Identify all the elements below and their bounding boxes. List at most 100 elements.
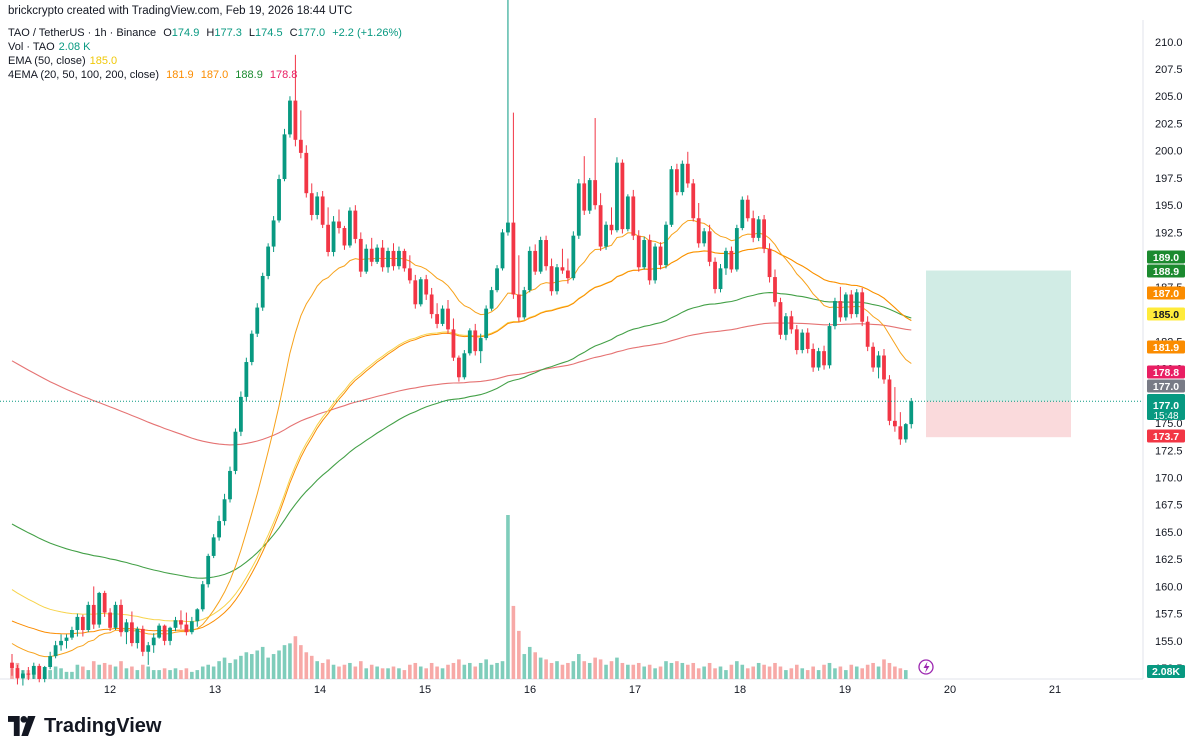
volume-bar bbox=[631, 664, 636, 679]
candle bbox=[255, 303, 260, 337]
candle bbox=[48, 651, 53, 670]
volume-bar bbox=[887, 662, 892, 679]
ema4-value-20: 181.9 bbox=[166, 69, 194, 81]
long-position-tool bbox=[926, 270, 1071, 438]
volume-bar bbox=[865, 664, 870, 679]
candle bbox=[500, 229, 505, 271]
candle bbox=[70, 626, 74, 640]
candle-body bbox=[800, 332, 805, 351]
candle bbox=[484, 305, 489, 341]
time-tick-label: 20 bbox=[944, 684, 956, 696]
volume-bar bbox=[484, 659, 488, 679]
candle bbox=[15, 664, 20, 685]
candle bbox=[544, 235, 548, 271]
candle bbox=[200, 580, 205, 612]
candle bbox=[898, 412, 903, 445]
volume-bar bbox=[141, 664, 145, 679]
volume-bar bbox=[893, 666, 897, 679]
volume-bar bbox=[756, 662, 761, 679]
time-tick-label: 14 bbox=[314, 684, 326, 696]
volume-bar bbox=[184, 668, 189, 679]
brand-name: TradingView bbox=[44, 714, 162, 737]
candle-body bbox=[21, 673, 25, 678]
candle bbox=[113, 601, 118, 630]
candle bbox=[358, 232, 363, 278]
candle-body bbox=[48, 656, 53, 668]
candle bbox=[413, 274, 418, 309]
volume-bar bbox=[211, 666, 216, 679]
candle-body bbox=[179, 620, 183, 625]
volume-bar bbox=[222, 657, 227, 679]
o-label: O bbox=[163, 27, 172, 39]
price-label-text: 189.0 bbox=[1153, 252, 1179, 264]
candle bbox=[266, 243, 271, 280]
price-label-bg bbox=[1147, 429, 1185, 443]
candle-body bbox=[462, 353, 467, 378]
volume-bar bbox=[609, 661, 614, 679]
volume-bar bbox=[282, 645, 287, 679]
candle-body bbox=[260, 275, 265, 308]
volume-bar bbox=[446, 664, 450, 679]
vol-value: 2.08 K bbox=[58, 41, 91, 53]
volume-bar bbox=[457, 659, 461, 679]
ema-value: 185.0 bbox=[89, 55, 118, 67]
price-axis-label: 188.9 bbox=[1147, 264, 1185, 278]
volume-legend[interactable]: Vol · TAO 2.08 K bbox=[8, 41, 94, 53]
candle bbox=[298, 110, 303, 159]
volume-bar bbox=[244, 652, 249, 679]
volume-bar bbox=[811, 666, 815, 679]
volume-bar bbox=[615, 657, 619, 679]
candle-body bbox=[625, 196, 630, 230]
candle-body bbox=[233, 431, 238, 471]
price-axis-label: 181.9 bbox=[1147, 340, 1185, 354]
symbol-title[interactable]: TAO / TetherUS · 1h · Binance bbox=[8, 27, 157, 39]
candle-body bbox=[898, 426, 903, 440]
volume-bar bbox=[522, 654, 527, 679]
candle bbox=[560, 248, 565, 274]
candle-body bbox=[217, 521, 221, 538]
candle bbox=[696, 202, 701, 248]
candle-body bbox=[756, 219, 761, 238]
volume-bar bbox=[506, 515, 510, 679]
attribution: brickcrypto created with TradingView.com… bbox=[8, 5, 353, 17]
candle-body bbox=[794, 329, 799, 351]
candle bbox=[893, 387, 897, 432]
volume-bar bbox=[70, 671, 74, 679]
volume-bar bbox=[53, 666, 58, 679]
volume-bar bbox=[555, 661, 559, 679]
candle bbox=[97, 591, 102, 628]
vol-label: Vol · TAO bbox=[8, 41, 55, 53]
candle-body bbox=[838, 301, 843, 318]
candle-body bbox=[511, 222, 516, 295]
volume-bar bbox=[353, 666, 358, 679]
volume-bar bbox=[549, 662, 554, 679]
price-label-bg bbox=[1147, 340, 1185, 354]
candle bbox=[151, 633, 156, 653]
candle bbox=[838, 286, 843, 322]
candle-body bbox=[146, 645, 151, 652]
candle bbox=[228, 466, 232, 503]
candle bbox=[587, 177, 592, 214]
candle-body bbox=[860, 292, 865, 322]
candle bbox=[446, 299, 450, 334]
candle bbox=[778, 297, 783, 340]
candle bbox=[516, 255, 521, 322]
candle bbox=[457, 355, 461, 382]
candle bbox=[53, 640, 58, 659]
candle bbox=[59, 634, 63, 651]
candle bbox=[239, 391, 243, 437]
candle bbox=[707, 224, 712, 267]
ema4-value-50: 187.0 bbox=[200, 69, 229, 81]
price-tick-label: 172.5 bbox=[1155, 445, 1183, 457]
candle-body bbox=[298, 139, 303, 153]
volume-bar bbox=[707, 662, 712, 679]
time-tick-label: 17 bbox=[629, 684, 641, 696]
ema-legend[interactable]: EMA (50, close) 185.0 bbox=[8, 55, 121, 67]
volume-bar bbox=[735, 661, 739, 679]
candle-body bbox=[211, 537, 216, 556]
tradingview-logo[interactable]: TradingView bbox=[8, 712, 161, 740]
ema4-legend[interactable]: 4EMA (20, 50, 100, 200, close) 181.9 187… bbox=[8, 69, 301, 81]
volume-bar bbox=[538, 657, 543, 679]
candle bbox=[762, 214, 766, 254]
